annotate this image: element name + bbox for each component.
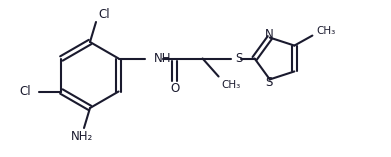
Text: NH₂: NH₂ (71, 130, 93, 143)
Text: NH: NH (154, 52, 171, 65)
Text: CH₃: CH₃ (316, 26, 335, 36)
Text: O: O (170, 82, 179, 95)
Text: Cl: Cl (20, 85, 31, 98)
Text: N: N (264, 28, 273, 41)
Text: S: S (236, 52, 243, 65)
Text: Cl: Cl (98, 8, 109, 22)
Text: CH₃: CH₃ (222, 79, 241, 89)
Text: S: S (265, 76, 273, 89)
